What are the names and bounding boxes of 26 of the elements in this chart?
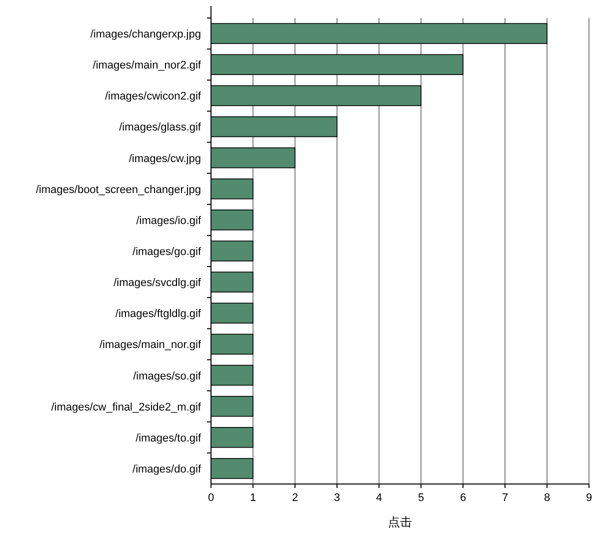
y-tick-label: /images/io.gif	[136, 214, 202, 227]
y-tick-label: /images/svcdlg.gif	[114, 277, 202, 290]
y-tick-label: /images/cwicon2.gif	[105, 90, 202, 103]
x-tick-label: 6	[460, 492, 466, 504]
y-tick-label: /images/glass.gif	[119, 122, 202, 134]
x-tick-label: 9	[586, 492, 592, 504]
y-tick-label: /images/cw.jpg	[128, 152, 201, 165]
x-tick-label: 1	[250, 492, 256, 504]
x-tick-label: 4	[376, 492, 382, 504]
y-tick-label: /images/boot_screen_changer.jpg	[36, 184, 201, 196]
x-tick-label: 5	[418, 492, 424, 504]
y-tick-label: /images/cw_final_2side2_m.gif	[51, 401, 202, 414]
y-tick-label: /images/so.gif	[133, 370, 202, 382]
y-tick-label: /images/main_nor2.gif	[92, 60, 202, 72]
x-axis-title: 点击	[388, 515, 412, 529]
y-tick-label: /images/ftgldlg.gif	[115, 308, 202, 320]
x-tick-label: 0	[208, 492, 214, 504]
y-tick-label: /images/to.gif	[136, 432, 202, 444]
x-tick-label: 2	[292, 492, 298, 504]
x-tick-label: 7	[502, 492, 508, 504]
y-tick-label: /images/do.gif	[132, 463, 202, 476]
y-tick-label: /images/changerxp.jpg	[90, 28, 201, 41]
y-tick-label: /images/main_nor.gif	[100, 339, 202, 352]
x-tick-label: 8	[544, 492, 550, 504]
y-tick-label: /images/go.gif	[132, 246, 202, 258]
x-tick-label: 3	[334, 492, 340, 504]
